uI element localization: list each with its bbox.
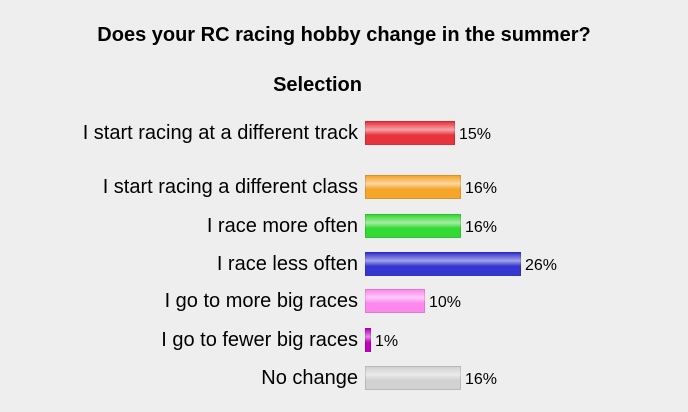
category-header: Selection — [273, 74, 362, 96]
chart-title: Does your RC racing hobby change in the … — [97, 24, 591, 46]
value-label: 1% — [375, 333, 399, 350]
category-label: I start racing a different class — [102, 176, 358, 198]
category-label: I race more often — [206, 215, 358, 237]
bar — [365, 121, 455, 145]
value-label: 16% — [465, 371, 498, 388]
category-label: I go to fewer big races — [161, 329, 358, 351]
value-label: 15% — [459, 126, 492, 143]
bar — [365, 252, 521, 276]
bar — [365, 366, 461, 390]
bar — [365, 214, 461, 238]
bar — [365, 175, 461, 199]
category-label: I race less often — [216, 253, 358, 275]
bar — [365, 328, 371, 352]
value-label: 26% — [525, 257, 558, 274]
bar — [365, 289, 425, 313]
category-label: I go to more big races — [164, 290, 358, 312]
value-label: 16% — [465, 219, 498, 236]
value-label: 16% — [465, 180, 498, 197]
category-label: I start racing at a different track — [82, 122, 358, 144]
value-label: 10% — [429, 294, 462, 311]
category-label: No change — [261, 367, 358, 389]
